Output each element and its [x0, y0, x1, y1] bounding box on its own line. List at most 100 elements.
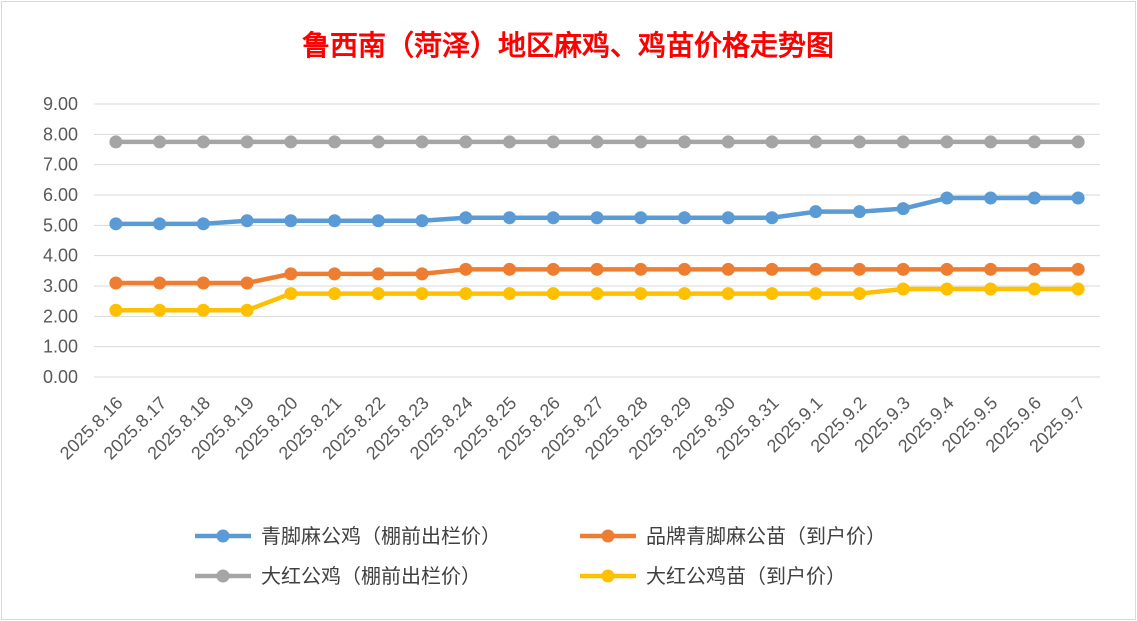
data-point [546, 211, 560, 225]
data-point [371, 267, 385, 281]
legend-entry: 青脚麻公鸡（棚前出栏价） [195, 524, 501, 548]
data-point [459, 262, 473, 276]
data-point [240, 135, 254, 149]
data-point [284, 135, 298, 149]
data-point [196, 135, 210, 149]
data-point [677, 262, 691, 276]
series-2 [109, 262, 1085, 290]
legend-label: 大红公鸡苗（到户价） [646, 564, 846, 588]
data-point [809, 287, 823, 301]
legend-marker [601, 529, 615, 543]
y-tick-label: 2.00 [43, 306, 78, 326]
data-point [634, 211, 648, 225]
data-point [459, 287, 473, 301]
legend-marker [601, 569, 615, 583]
data-point [896, 282, 910, 296]
data-point [634, 287, 648, 301]
data-point [371, 135, 385, 149]
series-4 [109, 282, 1085, 317]
data-point [1027, 191, 1041, 205]
data-point [984, 135, 998, 149]
y-tick-label: 1.00 [43, 337, 78, 357]
y-tick-label: 6.00 [43, 185, 78, 205]
data-point [459, 211, 473, 225]
data-point [896, 262, 910, 276]
data-point [677, 287, 691, 301]
legend-entry: 大红公鸡（棚前出栏价） [195, 564, 481, 588]
data-point [240, 276, 254, 290]
legend-label: 大红公鸡（棚前出栏价） [261, 564, 481, 588]
data-point [940, 262, 954, 276]
data-point [109, 217, 123, 231]
y-tick-label: 8.00 [43, 124, 78, 144]
data-point [284, 214, 298, 228]
data-point [109, 303, 123, 317]
data-point [590, 287, 604, 301]
data-point [940, 135, 954, 149]
data-point [328, 214, 342, 228]
data-point [1027, 135, 1041, 149]
data-point [415, 135, 429, 149]
data-point [984, 262, 998, 276]
legend-entry: 大红公鸡苗（到户价） [580, 564, 846, 588]
data-point [721, 135, 735, 149]
data-point [153, 276, 167, 290]
data-point [721, 262, 735, 276]
data-point [546, 135, 560, 149]
data-point [328, 267, 342, 281]
data-point [765, 135, 779, 149]
data-point [1027, 262, 1041, 276]
data-point [153, 135, 167, 149]
data-point [196, 217, 210, 231]
data-point [634, 135, 648, 149]
legend-entry: 品牌青脚麻公苗（到户价） [580, 524, 886, 548]
data-point [765, 211, 779, 225]
data-point [153, 303, 167, 317]
chart-title: 鲁西南（菏泽）地区麻鸡、鸡苗价格走势图 [302, 29, 834, 62]
y-tick-label: 3.00 [43, 276, 78, 296]
data-point [765, 262, 779, 276]
legend-label: 品牌青脚麻公苗（到户价） [646, 524, 886, 548]
data-point [1071, 135, 1085, 149]
data-point [503, 287, 517, 301]
data-point [896, 202, 910, 216]
data-point [677, 211, 691, 225]
data-point [852, 287, 866, 301]
data-point [415, 267, 429, 281]
data-point [240, 214, 254, 228]
data-point [109, 135, 123, 149]
data-point [634, 262, 648, 276]
data-point [1071, 191, 1085, 205]
data-point [940, 191, 954, 205]
data-point [852, 205, 866, 219]
data-point [721, 211, 735, 225]
data-point [809, 135, 823, 149]
data-point [459, 135, 473, 149]
data-point [328, 135, 342, 149]
y-tick-label: 5.00 [43, 215, 78, 235]
data-point [765, 287, 779, 301]
data-point [984, 191, 998, 205]
data-point [196, 276, 210, 290]
legend-marker [216, 569, 230, 583]
grid-lines [94, 103, 1100, 378]
data-point [546, 287, 560, 301]
data-point [984, 282, 998, 296]
data-point [1071, 282, 1085, 296]
data-point [809, 262, 823, 276]
y-tick-label: 7.00 [43, 155, 78, 175]
y-tick-label: 4.00 [43, 246, 78, 266]
data-point [677, 135, 691, 149]
data-point [590, 262, 604, 276]
legend-label: 青脚麻公鸡（棚前出栏价） [261, 524, 501, 548]
data-point [1027, 282, 1041, 296]
data-point [590, 135, 604, 149]
data-point [503, 262, 517, 276]
data-point [852, 135, 866, 149]
data-point [196, 303, 210, 317]
data-point [503, 211, 517, 225]
data-point [284, 267, 298, 281]
data-point [153, 217, 167, 231]
